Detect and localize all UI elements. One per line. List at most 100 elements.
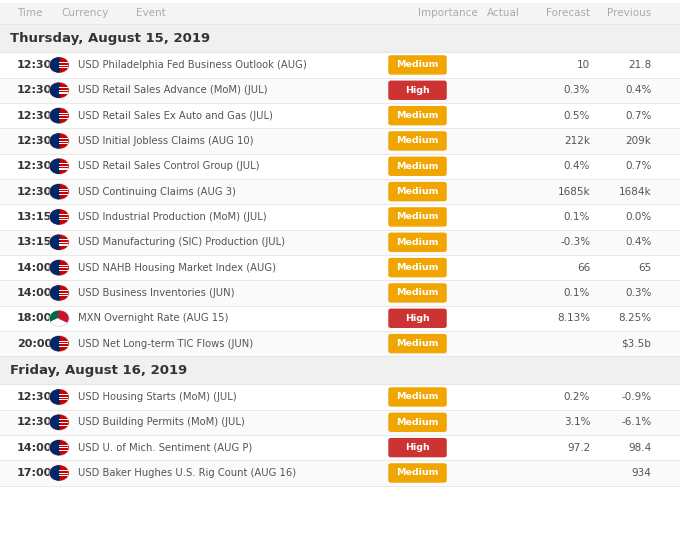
- FancyBboxPatch shape: [0, 410, 680, 435]
- Wedge shape: [50, 236, 59, 250]
- Wedge shape: [50, 160, 59, 174]
- Circle shape: [50, 415, 69, 430]
- FancyBboxPatch shape: [59, 346, 68, 347]
- Circle shape: [50, 440, 69, 455]
- Circle shape: [50, 441, 68, 455]
- Circle shape: [50, 184, 69, 199]
- Circle shape: [50, 236, 68, 250]
- Circle shape: [50, 210, 68, 224]
- FancyBboxPatch shape: [0, 179, 680, 204]
- Circle shape: [50, 159, 69, 174]
- FancyBboxPatch shape: [388, 106, 447, 126]
- FancyBboxPatch shape: [59, 293, 68, 294]
- Text: Medium: Medium: [396, 238, 439, 247]
- FancyBboxPatch shape: [388, 258, 447, 278]
- Text: 20:00: 20:00: [17, 338, 52, 349]
- Wedge shape: [50, 84, 59, 98]
- FancyBboxPatch shape: [0, 78, 680, 103]
- FancyBboxPatch shape: [59, 450, 68, 451]
- Circle shape: [50, 58, 69, 72]
- Wedge shape: [50, 312, 59, 322]
- Circle shape: [50, 260, 69, 275]
- FancyBboxPatch shape: [388, 81, 447, 100]
- Text: 934: 934: [632, 468, 651, 478]
- Wedge shape: [50, 210, 59, 224]
- FancyBboxPatch shape: [59, 295, 68, 296]
- FancyBboxPatch shape: [59, 90, 68, 91]
- Circle shape: [50, 160, 68, 174]
- FancyBboxPatch shape: [59, 399, 68, 400]
- FancyBboxPatch shape: [0, 52, 680, 78]
- FancyBboxPatch shape: [59, 425, 68, 426]
- FancyBboxPatch shape: [59, 189, 68, 190]
- Wedge shape: [50, 390, 59, 404]
- FancyBboxPatch shape: [59, 118, 68, 119]
- Text: USD Retail Sales Control Group (JUL): USD Retail Sales Control Group (JUL): [78, 161, 260, 171]
- Text: Medium: Medium: [396, 468, 439, 478]
- Text: Time: Time: [17, 9, 42, 18]
- Text: USD NAHB Housing Market Index (AUG): USD NAHB Housing Market Index (AUG): [78, 262, 276, 273]
- FancyBboxPatch shape: [388, 413, 447, 432]
- Circle shape: [50, 390, 68, 404]
- Text: 12:30: 12:30: [17, 417, 52, 427]
- FancyBboxPatch shape: [0, 103, 680, 128]
- FancyBboxPatch shape: [59, 265, 68, 266]
- Text: 0.7%: 0.7%: [625, 161, 651, 171]
- Text: USD Retail Sales Ex Auto and Gas (JUL): USD Retail Sales Ex Auto and Gas (JUL): [78, 110, 273, 121]
- FancyBboxPatch shape: [59, 191, 68, 192]
- FancyBboxPatch shape: [388, 464, 447, 483]
- FancyBboxPatch shape: [0, 331, 680, 356]
- FancyBboxPatch shape: [0, 280, 680, 306]
- Circle shape: [50, 286, 69, 301]
- FancyBboxPatch shape: [388, 438, 447, 458]
- Text: 0.7%: 0.7%: [625, 110, 651, 121]
- Wedge shape: [52, 319, 67, 326]
- Text: High: High: [405, 86, 430, 95]
- FancyBboxPatch shape: [59, 62, 68, 63]
- Circle shape: [50, 109, 68, 123]
- Circle shape: [50, 210, 69, 225]
- Circle shape: [50, 286, 68, 300]
- FancyBboxPatch shape: [59, 419, 68, 420]
- FancyBboxPatch shape: [388, 208, 447, 227]
- Text: Medium: Medium: [396, 288, 439, 298]
- FancyBboxPatch shape: [0, 230, 680, 255]
- Text: Actual: Actual: [488, 9, 520, 18]
- Wedge shape: [50, 337, 59, 351]
- Circle shape: [50, 311, 69, 326]
- FancyBboxPatch shape: [59, 239, 68, 240]
- Text: USD Housing Starts (MoM) (JUL): USD Housing Starts (MoM) (JUL): [78, 392, 237, 402]
- Circle shape: [50, 261, 68, 275]
- Text: USD U. of Mich. Sentiment (AUG P): USD U. of Mich. Sentiment (AUG P): [78, 443, 252, 453]
- Wedge shape: [50, 58, 59, 72]
- FancyBboxPatch shape: [59, 445, 68, 446]
- Text: Friday, August 16, 2019: Friday, August 16, 2019: [10, 364, 188, 377]
- Circle shape: [50, 185, 68, 199]
- Circle shape: [50, 134, 69, 149]
- Circle shape: [50, 390, 69, 405]
- Text: 0.2%: 0.2%: [564, 392, 590, 402]
- Text: USD Continuing Claims (AUG 3): USD Continuing Claims (AUG 3): [78, 186, 236, 197]
- Text: MXN Overnight Rate (AUG 15): MXN Overnight Rate (AUG 15): [78, 313, 228, 323]
- Text: 1685k: 1685k: [558, 186, 590, 197]
- FancyBboxPatch shape: [59, 87, 68, 88]
- Text: High: High: [405, 443, 430, 452]
- Text: Previous: Previous: [607, 9, 651, 18]
- Text: 13:15: 13:15: [17, 212, 52, 222]
- Text: 0.5%: 0.5%: [564, 110, 590, 121]
- FancyBboxPatch shape: [0, 204, 680, 230]
- Text: 97.2: 97.2: [567, 443, 590, 453]
- FancyBboxPatch shape: [59, 242, 68, 243]
- FancyBboxPatch shape: [388, 388, 447, 407]
- FancyBboxPatch shape: [0, 154, 680, 179]
- Circle shape: [50, 108, 69, 123]
- Text: 0.4%: 0.4%: [625, 85, 651, 95]
- FancyBboxPatch shape: [388, 233, 447, 252]
- Text: 12:30: 12:30: [17, 110, 52, 121]
- Text: $3.5b: $3.5b: [622, 338, 651, 349]
- Circle shape: [50, 84, 68, 98]
- Text: 0.1%: 0.1%: [564, 288, 590, 298]
- Circle shape: [50, 58, 68, 72]
- FancyBboxPatch shape: [59, 217, 68, 218]
- Text: 12:30: 12:30: [17, 60, 52, 70]
